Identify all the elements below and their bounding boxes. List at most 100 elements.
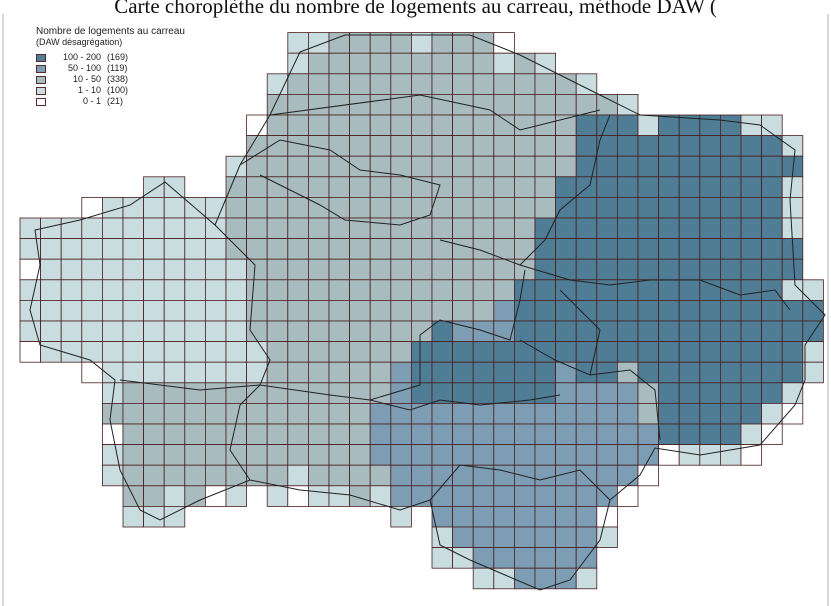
grid-cell xyxy=(617,155,639,178)
grid-cell xyxy=(328,52,351,75)
grid-cell xyxy=(678,176,701,198)
grid-cell xyxy=(246,196,268,219)
grid-cell xyxy=(410,217,433,240)
grid-cell xyxy=(678,299,701,322)
grid-cell xyxy=(534,73,557,95)
grid-cell xyxy=(225,299,248,322)
grid-cell xyxy=(349,423,371,446)
grid-cell xyxy=(369,217,392,240)
grid-cell xyxy=(369,73,392,95)
grid-cell xyxy=(307,485,330,507)
grid-cell xyxy=(225,176,248,198)
grid-cell xyxy=(699,155,721,178)
grid-cell xyxy=(287,135,309,157)
grid-cell xyxy=(637,196,660,219)
grid-cell xyxy=(493,258,515,281)
grid-cell xyxy=(266,320,289,343)
grid-cell xyxy=(596,382,618,404)
grid-cell xyxy=(514,135,536,157)
legend-item: 10 - 50 (338) xyxy=(36,74,185,85)
grid-cell xyxy=(287,196,309,219)
grid-cell xyxy=(472,217,495,240)
grid-cell xyxy=(761,114,783,137)
grid-cell xyxy=(369,32,392,54)
grid-cell xyxy=(720,382,742,404)
grid-cell xyxy=(410,238,433,260)
grid-cell xyxy=(163,402,186,425)
grid-cell xyxy=(390,279,412,301)
grid-cell xyxy=(617,382,639,404)
grid-cell xyxy=(514,423,536,446)
grid-cell xyxy=(534,423,557,446)
grid-cell xyxy=(740,258,763,281)
grid-cell xyxy=(452,361,474,384)
grid-cell xyxy=(514,444,536,466)
grid-cell xyxy=(555,341,577,363)
grid-cell xyxy=(493,52,515,75)
grid-cell xyxy=(740,320,763,343)
grid-cell xyxy=(390,32,412,54)
grid-cell xyxy=(740,299,763,322)
grid-cell xyxy=(328,464,351,487)
grid-cell xyxy=(328,361,351,384)
grid-cell xyxy=(575,423,598,446)
grid-cell xyxy=(410,464,433,487)
grid-cell xyxy=(699,320,721,343)
grid-cell xyxy=(472,299,495,322)
grid-cell xyxy=(102,320,124,343)
grid-cell xyxy=(781,258,804,281)
grid-cell xyxy=(617,114,639,137)
grid-cell xyxy=(740,423,763,446)
grid-cell xyxy=(781,196,804,219)
grid-cell xyxy=(720,279,742,301)
grid-cell xyxy=(287,155,309,178)
grid-cell xyxy=(225,341,248,363)
grid-cell xyxy=(699,238,721,260)
grid-cell xyxy=(287,258,309,281)
legend-swatch xyxy=(36,75,46,84)
grid-cell xyxy=(781,361,804,384)
grid-cell xyxy=(514,361,536,384)
grid-cell xyxy=(431,238,454,260)
grid-cell xyxy=(369,361,392,384)
grid-cell xyxy=(555,382,577,404)
grid-cell xyxy=(575,361,598,384)
grid-cell xyxy=(410,94,433,116)
grid-cell xyxy=(19,279,42,301)
grid-cell xyxy=(699,341,721,363)
legend-range: 0 - 1 xyxy=(82,96,101,106)
grid-cell xyxy=(740,217,763,240)
outer-boundary xyxy=(29,34,826,591)
legend-count: (21) xyxy=(107,96,124,106)
grid-cell xyxy=(349,402,371,425)
grid-cell xyxy=(349,176,371,198)
grid-cell xyxy=(204,299,227,322)
grid-cell xyxy=(143,341,165,363)
grid-cell xyxy=(328,485,351,507)
boundary-9 xyxy=(429,464,611,501)
grid-cell xyxy=(122,382,145,404)
grid-cell xyxy=(493,279,515,301)
grid-cell xyxy=(184,402,206,425)
grid-cell xyxy=(596,176,618,198)
grid-cell xyxy=(720,114,742,137)
grid-cell xyxy=(204,217,227,240)
grid-cell xyxy=(575,196,598,219)
grid-cell xyxy=(184,299,206,322)
legend-item: 1 - 10 (100) xyxy=(36,85,185,96)
grid-cell xyxy=(514,196,536,219)
grid-cell xyxy=(678,361,701,384)
grid-cell xyxy=(534,547,557,569)
grid-cell xyxy=(617,196,639,219)
grid-cell xyxy=(204,279,227,301)
grid-cell xyxy=(452,217,474,240)
grid-cell xyxy=(658,238,680,260)
grid-cell xyxy=(184,217,206,240)
grid-cell xyxy=(637,258,660,281)
grid-cell xyxy=(287,485,309,507)
grid-cell xyxy=(204,464,227,487)
legend-range: 1 - 10 xyxy=(77,85,101,95)
grid-cell xyxy=(307,361,330,384)
grid-cell xyxy=(431,299,454,322)
grid-cell xyxy=(678,238,701,260)
